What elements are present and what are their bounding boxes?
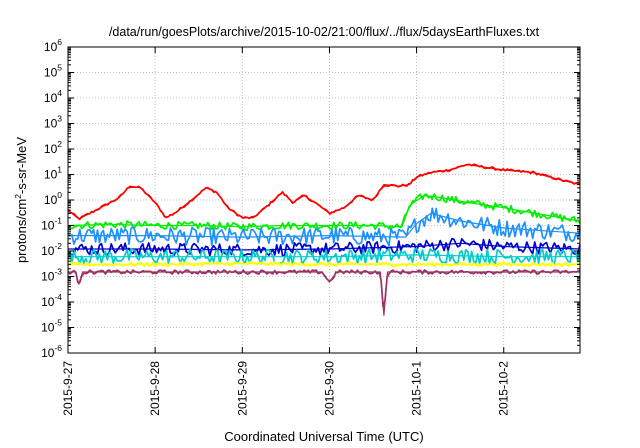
y-tick-base: 10 xyxy=(44,117,58,131)
y-tick-base: 10 xyxy=(41,219,55,233)
y-tick-exp: -3 xyxy=(54,267,62,277)
y-tick-base: 10 xyxy=(41,270,55,284)
y-tick-exp: -5 xyxy=(54,318,62,328)
y-tick-exp: 4 xyxy=(57,88,62,98)
y-tick-exp: 0 xyxy=(57,190,62,200)
grid-lines xyxy=(67,47,580,353)
y-tick-base: 10 xyxy=(41,346,55,360)
series-trend-line xyxy=(67,194,581,228)
y-tick-exp: 1 xyxy=(57,165,62,175)
series-line xyxy=(67,207,581,247)
y-tick-exp: -2 xyxy=(54,241,62,251)
series-line xyxy=(67,247,581,266)
series-line xyxy=(67,261,581,268)
series-trend-line xyxy=(68,242,581,251)
y-tick-exp: -1 xyxy=(54,216,62,226)
y-tick-base: 10 xyxy=(41,321,55,335)
y-tick-base: 10 xyxy=(41,295,55,309)
y-tick-label: 10-4 xyxy=(41,292,62,309)
y-tick-exp: 5 xyxy=(57,63,62,73)
y-tick-base: 10 xyxy=(44,193,58,207)
y-tick-label: 10-6 xyxy=(41,343,62,360)
y-tick-labels: 10-610-510-410-310-210-11001011021031041… xyxy=(41,37,62,360)
y-axis-label: protons/cm2-s-sr-MeV xyxy=(13,137,29,263)
y-tick-label: 104 xyxy=(44,88,62,105)
y-tick-base: 10 xyxy=(44,40,58,54)
y-tick-exp: 3 xyxy=(57,114,62,124)
y-tick-label: 105 xyxy=(44,63,62,80)
y-tick-label: 100 xyxy=(44,190,62,207)
y-tick-label: 101 xyxy=(44,165,62,182)
series-trend-line xyxy=(68,254,580,258)
x-tick-label: 2015-9-27 xyxy=(61,361,75,416)
y-tick-exp: -6 xyxy=(54,343,62,353)
y-tick-label: 103 xyxy=(44,114,62,131)
x-axis-label: Coordinated Universal Time (UTC) xyxy=(224,429,423,444)
y-tick-exp: -4 xyxy=(54,292,62,302)
series-trend-line xyxy=(68,271,580,316)
y-tick-base: 10 xyxy=(44,168,58,182)
series-group xyxy=(67,163,581,316)
series-trend-line xyxy=(67,163,581,220)
tick-marks xyxy=(67,46,580,354)
chart-title: /data/run/goesPlots/archive/2015-10-02/2… xyxy=(109,25,540,39)
y-tick-label: 102 xyxy=(44,139,62,156)
y-tick-exp: 2 xyxy=(57,139,62,149)
series-trend-line xyxy=(68,212,581,238)
x-tick-label: 2015-10-1 xyxy=(410,361,424,416)
y-tick-base: 10 xyxy=(44,91,58,105)
series-trend-line xyxy=(68,263,580,265)
y-tick-label: 10-3 xyxy=(41,267,62,284)
y-tick-base: 10 xyxy=(41,244,55,258)
x-tick-label: 2015-9-29 xyxy=(235,361,249,416)
y-tick-base: 10 xyxy=(44,142,58,156)
x-tick-label: 2015-9-28 xyxy=(148,361,162,416)
y-tick-exp: 6 xyxy=(57,37,62,47)
x-tick-label: 2015-9-30 xyxy=(322,361,336,416)
y-tick-label: 10-5 xyxy=(41,318,62,335)
y-tick-label: 106 xyxy=(44,37,62,54)
x-tick-label: 2015-10-2 xyxy=(497,361,511,416)
y-tick-label: 10-1 xyxy=(41,216,62,233)
y-tick-base: 10 xyxy=(44,66,58,80)
y-tick-label: 10-2 xyxy=(41,241,62,258)
series-line xyxy=(67,237,581,257)
x-tick-labels: 2015-9-27 2015-9-28 2015-9-29 2015-9-30 2015… xyxy=(61,361,511,416)
